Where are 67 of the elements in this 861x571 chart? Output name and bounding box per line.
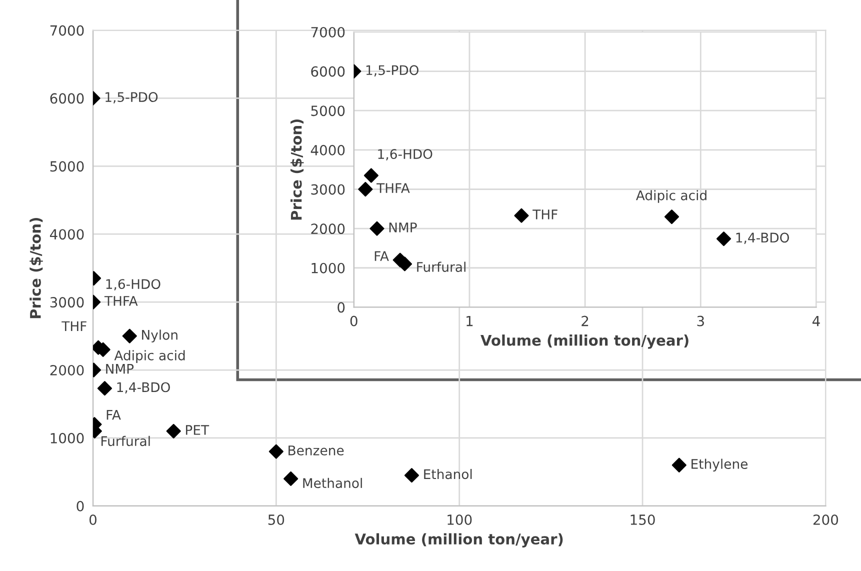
y-tick-label: 5000 [311, 106, 345, 116]
annotation: Nylon [142, 330, 178, 342]
x-axis-title: Volume (million ton/year) [480, 334, 688, 349]
point [514, 208, 529, 223]
annotation: Methanol [303, 478, 362, 488]
annotation: Adipic acid [114, 350, 185, 363]
annotation: THFA [104, 296, 138, 306]
point [664, 209, 680, 224]
point [358, 182, 373, 197]
annotation: THFA [376, 183, 410, 193]
annotation: Ethanol [424, 468, 472, 480]
x-tick-label: 2 [582, 316, 588, 326]
annotation: 1,4-BDO [736, 232, 789, 244]
y-tick-label: 7000 [50, 25, 84, 36]
point [404, 468, 419, 483]
y-tick-label: 5000 [50, 161, 84, 172]
point [268, 444, 284, 459]
annotation: FA [374, 251, 389, 261]
annotation: FA [106, 410, 121, 420]
point [97, 381, 112, 396]
x-tick-label: 4 [812, 316, 820, 326]
y-tick-label: 3000 [311, 184, 345, 195]
point [122, 328, 137, 344]
y-tick-label: 6000 [311, 66, 345, 77]
y-axis-title: Price ($/ton) [290, 120, 304, 220]
annotation: PET [186, 425, 210, 435]
point [166, 424, 181, 438]
x-tick-label: 3 [697, 316, 704, 326]
x-tick-label: 50 [268, 514, 284, 525]
annotation: 1,5-PDO [106, 92, 158, 104]
x-tick-label: 0 [89, 514, 96, 525]
annotation: THF [62, 321, 86, 331]
point [284, 471, 298, 486]
y-tick-label: 1000 [312, 262, 345, 274]
annotation: 1,6-HDO [106, 279, 160, 290]
annotation: Ethylene [692, 458, 748, 472]
x-tick-label: 1 [466, 316, 473, 326]
y-tick-label: 4000 [310, 144, 345, 156]
y-tick-label: 0 [338, 302, 345, 313]
annotation: Furfural [417, 262, 466, 272]
y-tick-label: 2000 [311, 224, 345, 234]
annotation: NMP [389, 222, 417, 232]
point [364, 168, 378, 183]
annotation: 1,6-HDO [378, 149, 432, 160]
y-tick-label: 1000 [50, 432, 84, 444]
point [370, 221, 384, 236]
x-tick-label: 100 [448, 514, 472, 525]
x-tick-label: 200 [813, 514, 838, 525]
y-axis-title: Price ($/ton) [30, 218, 43, 318]
annotation: THF [532, 210, 558, 220]
annotation: Benzene [288, 446, 344, 456]
annotation: Furfural [101, 436, 150, 446]
x-axis-title: Volume (million ton/year) [354, 533, 563, 548]
y-tick-label: 2000 [50, 364, 84, 376]
annotation: Adipic acid [636, 190, 706, 203]
y-tick-label: 0 [76, 500, 84, 512]
annotation: 1,5-PDO [366, 65, 418, 76]
y-tick-label: 6000 [50, 93, 84, 104]
x-tick-label: 150 [630, 514, 655, 525]
y-tick-label: 7000 [311, 26, 345, 38]
point [716, 232, 732, 246]
y-tick-label: 4000 [50, 229, 84, 240]
annotation: NMP [106, 364, 134, 374]
annotation: 1,4-BDO [117, 382, 170, 394]
x-tick-label: 0 [350, 316, 358, 326]
point [672, 458, 686, 472]
y-tick-label: 3000 [50, 297, 84, 308]
